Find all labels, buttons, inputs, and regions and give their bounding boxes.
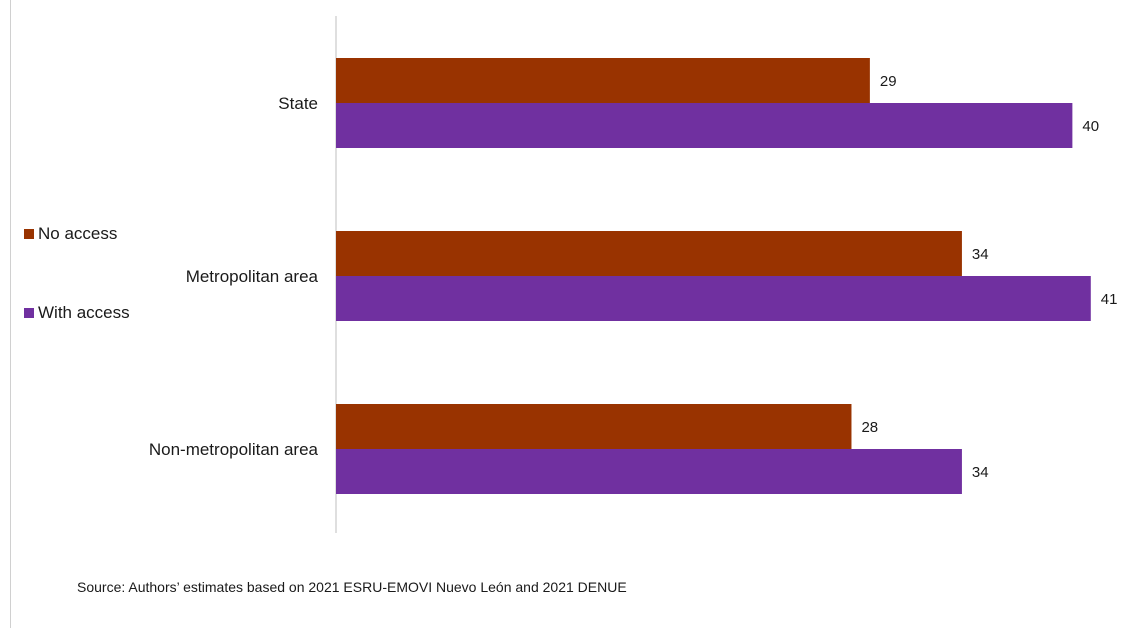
bar-non-metropolitan-area-no-access	[336, 404, 852, 449]
legend-label-no-access: No access	[38, 224, 118, 243]
bar-metropolitan-area-no-access	[336, 231, 962, 276]
left-border-rule	[10, 0, 11, 628]
data-label-non-metropolitan-area-no-access: 28	[861, 419, 878, 436]
bar-state-with-access	[336, 103, 1073, 148]
category-label-metropolitan-area: Metropolitan area	[186, 267, 319, 286]
data-label-non-metropolitan-area-with-access: 34	[972, 464, 989, 481]
data-label-metropolitan-area-with-access: 41	[1101, 291, 1118, 308]
legend: No access With access	[24, 222, 130, 380]
category-label-state: State	[278, 94, 318, 113]
source-note: Source: Authors’ estimates based on 2021…	[77, 579, 627, 595]
data-label-state-no-access: 29	[880, 73, 897, 90]
legend-label-with-access: With access	[38, 303, 130, 322]
legend-item-with-access: With access	[24, 301, 130, 325]
legend-swatch-no-access	[24, 229, 34, 239]
data-label-metropolitan-area-no-access: 34	[972, 246, 989, 263]
data-label-state-with-access: 40	[1082, 118, 1099, 135]
category-label-non-metropolitan-area: Non-metropolitan area	[149, 440, 319, 459]
bar-metropolitan-area-with-access	[336, 276, 1091, 321]
bar-non-metropolitan-area-with-access	[336, 449, 962, 494]
bar-state-no-access	[336, 58, 870, 103]
legend-item-no-access: No access	[24, 222, 130, 246]
legend-swatch-with-access	[24, 308, 34, 318]
